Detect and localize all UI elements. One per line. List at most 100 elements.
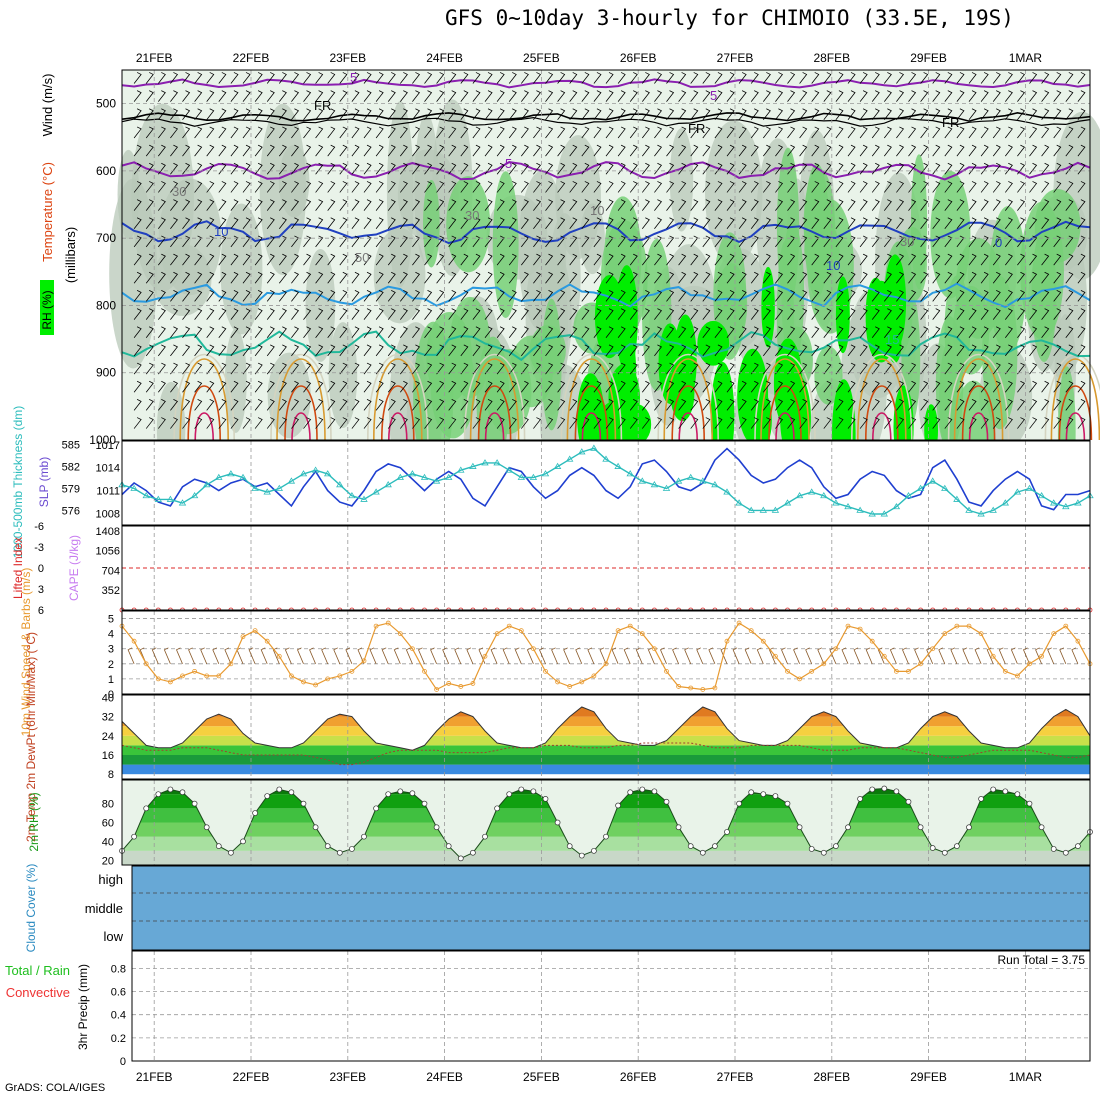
wind-barb xyxy=(1017,144,1026,157)
wind-barb xyxy=(218,253,227,266)
thickness-point xyxy=(202,481,211,488)
wind-barb xyxy=(932,235,941,248)
wind-barb xyxy=(1065,253,1074,266)
wind10-barb xyxy=(950,647,958,664)
thickness-point xyxy=(348,492,356,499)
wind-barb xyxy=(702,235,711,248)
wind-barb xyxy=(787,362,796,375)
wind-barb xyxy=(666,380,675,393)
wind-barb xyxy=(605,72,614,84)
wind-barb xyxy=(436,108,445,121)
date-label-top: 27FEB xyxy=(717,51,754,65)
wind-barb xyxy=(617,344,626,357)
wind-barb xyxy=(932,253,941,266)
wind-barb xyxy=(363,417,372,429)
wind-barb xyxy=(775,199,784,211)
wind-barb xyxy=(823,271,832,284)
wind-barb xyxy=(1053,108,1062,121)
thickness-point xyxy=(807,488,816,495)
wind-barb xyxy=(218,362,227,375)
thickness-point xyxy=(590,444,598,451)
wind-barb xyxy=(980,144,989,157)
wind-barb xyxy=(932,326,941,338)
wind-barb xyxy=(424,271,433,284)
wind-barb xyxy=(133,108,142,121)
wind-barb xyxy=(448,326,457,338)
wind-barb xyxy=(448,308,457,320)
temperature-contour xyxy=(194,412,214,441)
wind-barb xyxy=(351,144,360,157)
temperature-contour xyxy=(477,385,512,441)
wind-barb xyxy=(678,290,687,302)
wind-barb xyxy=(811,90,820,102)
wind-barb xyxy=(327,308,336,320)
wind10-barb xyxy=(974,647,982,664)
wind-barb xyxy=(944,308,953,320)
wind-barb xyxy=(956,417,965,429)
wind-barb xyxy=(799,326,808,338)
wind-barb xyxy=(1053,217,1062,230)
wind-barb xyxy=(956,126,965,139)
temp2m-line xyxy=(121,706,1091,751)
wind-barb xyxy=(980,72,989,84)
slp-tick-label: 1011 xyxy=(96,486,120,498)
wind-barb xyxy=(218,308,227,320)
wind-barb xyxy=(787,417,796,429)
wind-barb xyxy=(339,362,348,375)
wind-barb xyxy=(762,126,771,139)
wind-barb xyxy=(170,362,179,375)
wind-barb xyxy=(448,108,457,121)
wind-barb xyxy=(896,308,905,320)
wind-barb xyxy=(533,399,542,411)
wind-barb xyxy=(908,290,917,302)
wind-barb xyxy=(641,417,650,429)
wind-barb xyxy=(351,417,360,429)
wind-barb xyxy=(811,217,820,230)
wind-barb xyxy=(339,253,348,266)
wind-barb xyxy=(750,217,759,230)
wind-barb xyxy=(460,199,469,211)
rh-shading-gray xyxy=(117,149,140,239)
wind-barb xyxy=(1017,290,1026,302)
rh2m-point xyxy=(1038,824,1045,831)
wind-barb xyxy=(266,126,275,139)
wind-barb xyxy=(1017,181,1026,193)
wind-barb xyxy=(666,181,675,193)
wind-barb xyxy=(424,290,433,302)
pressure-tick-label: 500 xyxy=(96,97,116,111)
wind-barb xyxy=(230,181,239,193)
thickness-point xyxy=(783,499,792,506)
wind-barb xyxy=(1004,326,1013,338)
wind-barb xyxy=(605,362,614,375)
thickness-point xyxy=(251,484,259,491)
wind-barb xyxy=(472,108,481,121)
wind10-point xyxy=(313,682,319,688)
thickness-point xyxy=(360,495,368,502)
wind-barb xyxy=(375,417,384,429)
wind-barb xyxy=(1029,181,1038,193)
thickness-point xyxy=(142,492,150,499)
wind-barb xyxy=(859,199,868,211)
wind-barb xyxy=(387,181,396,193)
wind-barb xyxy=(206,181,215,193)
wind-barb xyxy=(1053,326,1062,338)
wind-barb xyxy=(278,90,287,102)
wind-barb xyxy=(545,90,554,102)
wind-barb xyxy=(145,217,154,230)
wind-barb xyxy=(654,326,663,338)
wind-barb xyxy=(871,181,880,193)
wind-barb xyxy=(412,417,421,429)
wind-barb xyxy=(303,181,312,193)
date-label-bottom: 26FEB xyxy=(620,1070,657,1084)
wind-barb xyxy=(157,144,166,157)
upper-air-frame xyxy=(121,69,1091,441)
wind-barb xyxy=(291,126,300,139)
wind10-point xyxy=(724,638,730,644)
date-label-bottom: 27FEB xyxy=(717,1070,754,1084)
wind-barb xyxy=(1077,380,1086,393)
wind-barb xyxy=(1004,271,1013,284)
thickness-point xyxy=(916,484,925,491)
wind-barb xyxy=(254,344,263,357)
wind-barb xyxy=(908,380,917,393)
wind10-point xyxy=(216,673,222,679)
